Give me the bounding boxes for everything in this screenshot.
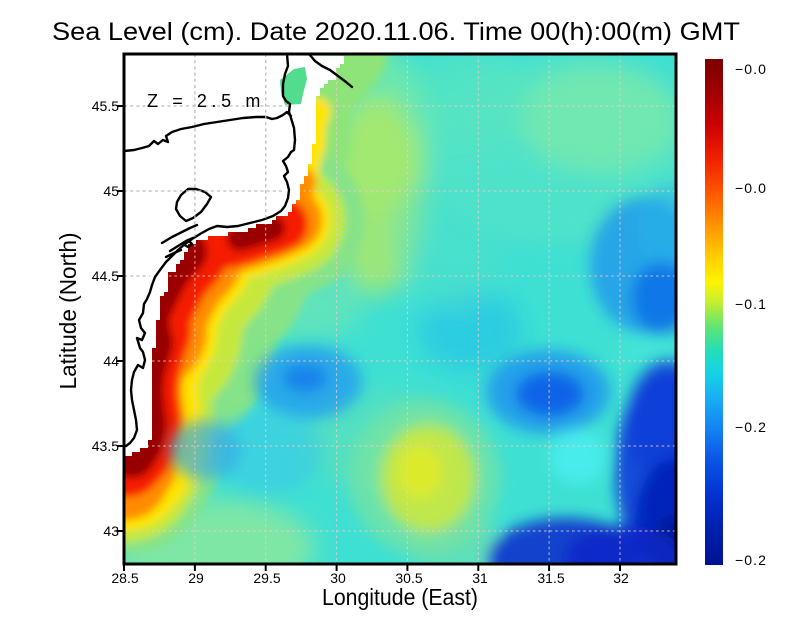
svg-text:−0.2: −0.2	[735, 552, 767, 568]
svg-text:Z = 2.5 m: Z = 2.5 m	[147, 91, 265, 111]
svg-text:−0.1: −0.1	[735, 296, 767, 312]
svg-text:43.5: 43.5	[92, 438, 119, 454]
svg-text:−0.0: −0.0	[735, 61, 767, 77]
svg-text:−0.2: −0.2	[735, 419, 767, 435]
svg-text:43: 43	[103, 523, 119, 539]
svg-text:44.5: 44.5	[92, 268, 119, 284]
svg-text:Longitude (East): Longitude (East)	[322, 584, 478, 610]
svg-text:32: 32	[613, 570, 629, 586]
svg-text:29.5: 29.5	[253, 570, 280, 586]
svg-text:30: 30	[330, 570, 346, 586]
svg-text:Sea Level (cm). Date 2020.11.0: Sea Level (cm). Date 2020.11.06. Time 00…	[52, 18, 740, 46]
svg-text:31.5: 31.5	[537, 570, 564, 586]
svg-text:45: 45	[103, 183, 119, 199]
svg-text:45.5: 45.5	[92, 98, 119, 114]
svg-text:31: 31	[472, 570, 488, 586]
svg-text:44: 44	[103, 353, 119, 369]
svg-text:29: 29	[188, 570, 204, 586]
svg-text:−0.0: −0.0	[735, 180, 767, 196]
svg-text:28.5: 28.5	[111, 570, 138, 586]
svg-text:30.5: 30.5	[395, 570, 422, 586]
svg-text:Latitude (North): Latitude (North)	[55, 233, 81, 390]
